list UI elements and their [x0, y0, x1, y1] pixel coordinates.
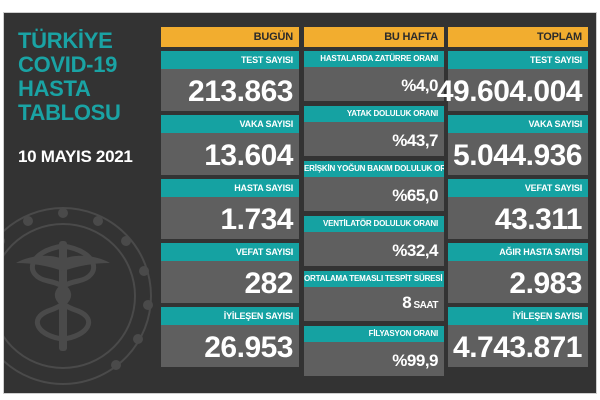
card-value: 4.743.871	[453, 331, 582, 364]
week-icu-card: ERİŞKİN YOĞUN BAKIM DOLULUK ORANI %65,0	[304, 161, 444, 211]
card-label: İYİLEŞEN SAYISI	[161, 307, 299, 325]
card-value: %99,9	[392, 351, 438, 370]
card-value: 43.311	[494, 203, 583, 236]
card-label: ORTALAMA TEMASLI TESPİT SÜRESİ	[304, 271, 444, 287]
card-label: TEST SAYISI	[448, 51, 588, 69]
card-label: HASTALARDA ZATÜRRE ORANI	[304, 51, 444, 67]
card-value: 8 SAAT	[402, 292, 438, 317]
card-value: 2.983	[509, 267, 582, 300]
week-bed-card: YATAK DOLULUK ORANI %43,7	[304, 106, 444, 156]
report-date: 10 MAYIS 2021	[18, 147, 133, 166]
total-test-card: TEST SAYISI 49.604.004	[437, 51, 588, 111]
card-label: YATAK DOLULUK ORANI	[304, 106, 444, 122]
card-label: AĞIR HASTA SAYISI	[448, 243, 588, 261]
card-value: 26.953	[204, 331, 293, 364]
today-patient-card: HASTA SAYISI 1.734	[161, 179, 299, 239]
title-line-3: HASTA	[18, 76, 91, 101]
total-death-card: VEFAT SAYISI 43.311	[448, 179, 588, 239]
today-case-card: VAKA SAYISI 13.604	[161, 115, 299, 175]
card-label: ERİŞKİN YOĞUN BAKIM DOLULUK ORANI	[304, 161, 444, 177]
week-filiation-card: FİLYASYON ORANI %99,9	[304, 326, 444, 376]
ministry-emblem-icon	[4, 207, 153, 385]
card-label: HASTA SAYISI	[161, 179, 299, 197]
card-value: 213.863	[188, 75, 293, 108]
total-case-card: VAKA SAYISI 5.044.936	[448, 115, 588, 175]
card-label: VEFAT SAYISI	[448, 179, 588, 197]
today-death-card: VEFAT SAYISI 282	[161, 243, 299, 303]
title-line-2: COVID-19	[18, 52, 118, 77]
contact-unit: SAAT	[411, 300, 439, 311]
today-recovered-card: İYİLEŞEN SAYISI 26.953	[161, 307, 299, 367]
total-header: TOPLAM	[448, 27, 588, 47]
title-line-1: TÜRKİYE	[18, 28, 113, 53]
today-test-card: TEST SAYISI 213.863	[161, 51, 299, 111]
card-value: 1.734	[220, 203, 293, 236]
week-header: BU HAFTA	[304, 27, 444, 47]
week-column: BU HAFTA HASTALARDA ZATÜRRE ORANI %4,0 Y…	[304, 27, 444, 376]
page-title: TÜRKİYE COVID-19 HASTA TABLOSU	[18, 29, 158, 125]
card-value: %4,0	[401, 76, 438, 95]
week-contact-card: ORTALAMA TEMASLI TESPİT SÜRESİ 8 SAAT	[304, 271, 444, 321]
card-label: VAKA SAYISI	[161, 115, 299, 133]
week-ventilator-card: VENTİLATÖR DOLULUK ORANI %32,4	[304, 216, 444, 266]
card-label: VEFAT SAYISI	[161, 243, 299, 261]
today-column: BUGÜN TEST SAYISI 213.863 VAKA SAYISI 13…	[161, 27, 299, 367]
contact-value: 8	[402, 293, 412, 312]
card-label: TEST SAYISI	[161, 51, 299, 69]
title-line-4: TABLOSU	[18, 100, 121, 125]
today-header: BUGÜN	[161, 27, 299, 47]
card-value: 49.604.004	[436, 75, 583, 108]
total-recovered-card: İYİLEŞEN SAYISI 4.743.871	[448, 307, 588, 367]
total-column: TOPLAM TEST SAYISI 49.604.004 VAKA SAYIS…	[437, 27, 588, 367]
card-label: İYİLEŞEN SAYISI	[448, 307, 588, 325]
card-value: %43,7	[392, 131, 438, 150]
total-critical-card: AĞIR HASTA SAYISI 2.983	[448, 243, 588, 303]
card-label: FİLYASYON ORANI	[304, 326, 444, 342]
card-value: %32,4	[392, 241, 438, 260]
card-value: 13.604	[204, 139, 293, 172]
card-value: %65,0	[392, 186, 438, 205]
card-value: 5.044.936	[453, 139, 582, 172]
card-value: 282	[244, 267, 293, 300]
covid-table-panel: TÜRKİYE COVID-19 HASTA TABLOSU 10 MAYIS …	[3, 12, 597, 394]
week-pneumonia-card: HASTALARDA ZATÜRRE ORANI %4,0	[304, 51, 444, 101]
card-label: VAKA SAYISI	[448, 115, 588, 133]
card-label: VENTİLATÖR DOLULUK ORANI	[304, 216, 444, 232]
